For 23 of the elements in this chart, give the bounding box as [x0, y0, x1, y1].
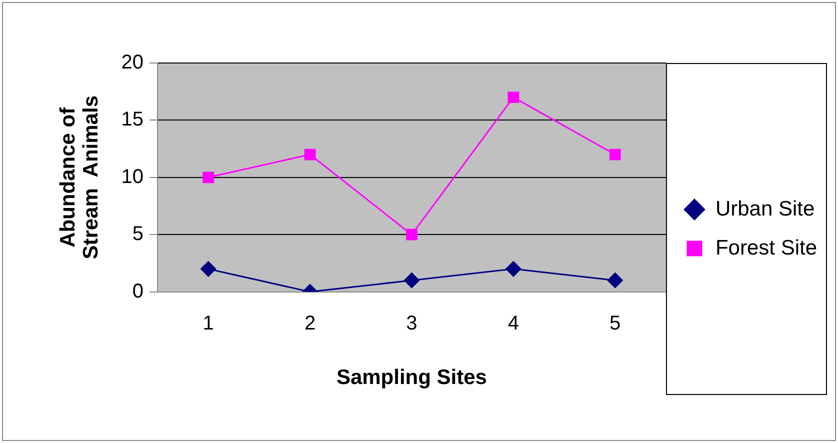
x-tick-label: 1 [202, 312, 214, 334]
legend-label: Forest Site [715, 236, 818, 260]
point [202, 172, 214, 184]
y-tick-label: 10 [121, 166, 144, 188]
y-tick-label: 0 [132, 280, 144, 302]
y-tick-label: 20 [121, 52, 144, 74]
point [506, 261, 522, 277]
y-axis-title: Abundance of Stream Animals [56, 96, 102, 260]
x-tick-label: 5 [610, 312, 621, 334]
point [508, 92, 520, 104]
y-tick-label: 15 [121, 108, 144, 131]
x-axis-title: Sampling Sites [336, 366, 487, 390]
x-tick-label: 2 [304, 312, 316, 334]
point [304, 148, 316, 160]
point [404, 272, 420, 288]
y-tick-label: 5 [132, 223, 144, 246]
point [607, 272, 623, 288]
point [406, 228, 418, 240]
point [609, 148, 621, 160]
x-tick-label: 4 [508, 312, 519, 334]
point [200, 261, 216, 277]
x-tick-label: 3 [406, 312, 418, 334]
legend-label: Urban Site [715, 197, 815, 220]
